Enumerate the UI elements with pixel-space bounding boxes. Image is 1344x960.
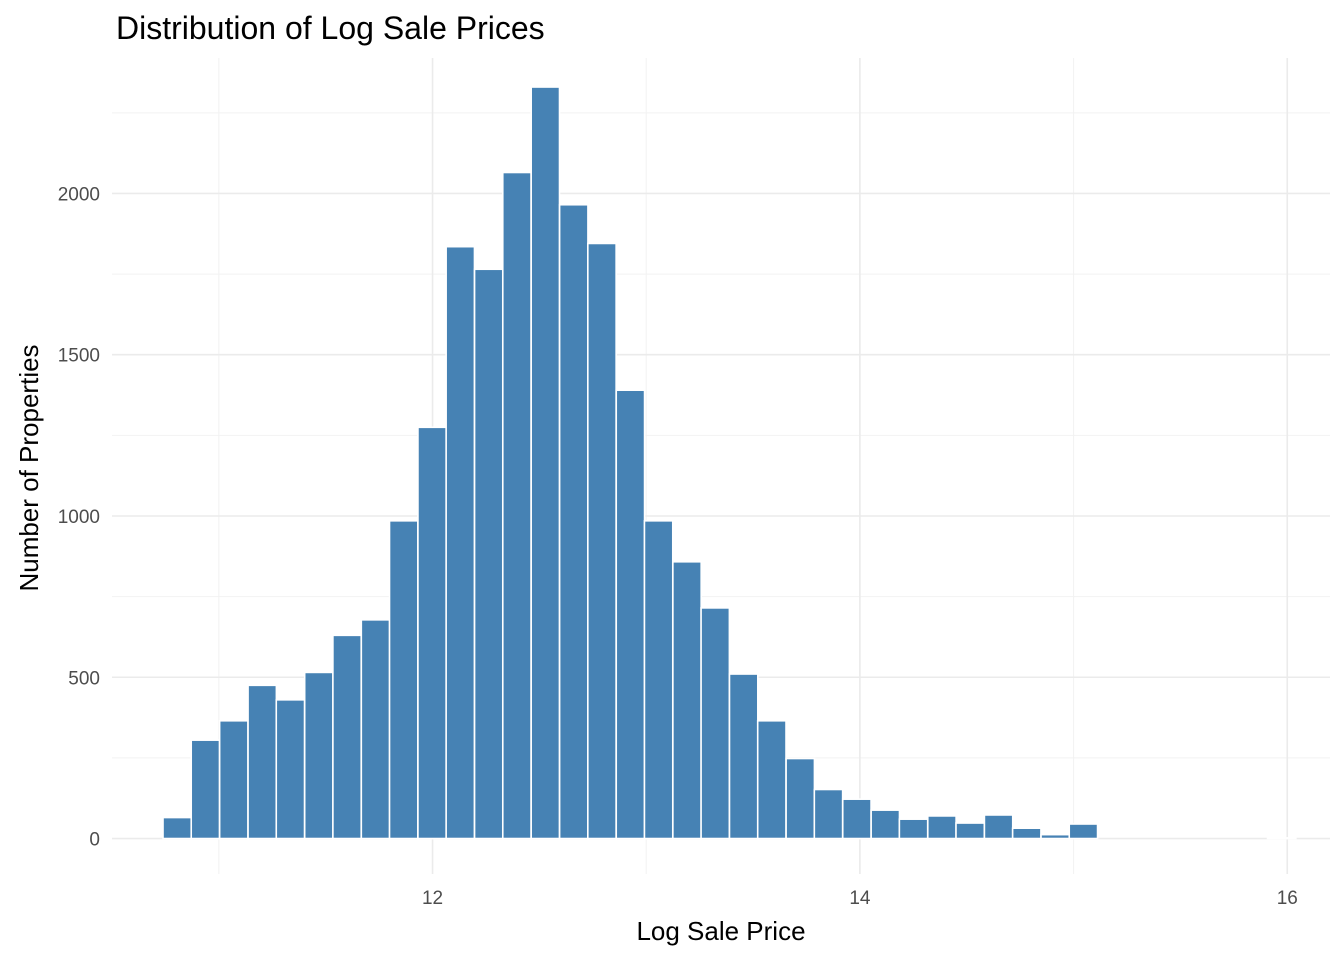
y-axis-tick-labels: 0 500 1000 1500 2000	[58, 184, 100, 850]
histogram-bar	[672, 560, 702, 840]
histogram-bar	[530, 86, 561, 840]
histogram-bars	[162, 86, 1297, 840]
chart-title: Distribution of Log Sale Prices	[116, 10, 545, 46]
x-axis-title: Log Sale Price	[636, 916, 805, 946]
histogram-bar	[643, 520, 674, 840]
histogram-bar	[1266, 837, 1297, 840]
x-tick-label: 12	[422, 888, 443, 909]
histogram-bar	[955, 822, 986, 840]
histogram-bar	[275, 699, 306, 840]
y-axis-title: Number of Properties	[14, 344, 44, 591]
histogram-bar	[218, 719, 249, 840]
histogram-bar	[360, 619, 391, 840]
histogram-bar	[388, 520, 419, 840]
y-tick-label: 0	[89, 830, 100, 851]
histogram-bar	[615, 389, 646, 840]
x-axis-tick-labels: 12 14 16	[422, 888, 1298, 909]
histogram-bar	[332, 634, 363, 840]
histogram-bar	[417, 426, 448, 840]
y-tick-label: 500	[68, 668, 100, 689]
histogram-bar	[926, 815, 957, 840]
histogram-bar	[983, 814, 1014, 840]
histogram-bar	[558, 203, 589, 840]
histogram-bar	[501, 171, 532, 840]
histogram-bar	[1040, 833, 1071, 840]
histogram-bar	[473, 268, 504, 840]
histogram-bar	[1068, 823, 1099, 840]
y-tick-label: 1500	[58, 346, 100, 367]
histogram-bar	[898, 818, 929, 840]
histogram-bar	[728, 673, 759, 840]
y-tick-label: 2000	[58, 184, 100, 205]
histogram-bar	[162, 816, 193, 840]
histogram-bar	[700, 607, 731, 840]
histogram-bar	[870, 809, 901, 840]
histogram-bar	[303, 671, 334, 840]
histogram-bar	[247, 684, 278, 840]
histogram-bar	[190, 739, 221, 840]
histogram-bar	[445, 245, 476, 840]
histogram-bar	[587, 242, 617, 840]
histogram-bar	[841, 798, 872, 840]
x-tick-label: 16	[1277, 888, 1298, 909]
x-tick-label: 14	[849, 888, 871, 909]
histogram-bar	[756, 719, 787, 840]
histogram-bar	[813, 788, 844, 840]
histogram-bar	[1011, 827, 1042, 840]
y-tick-label: 1000	[58, 507, 100, 528]
histogram-bar	[785, 757, 816, 840]
